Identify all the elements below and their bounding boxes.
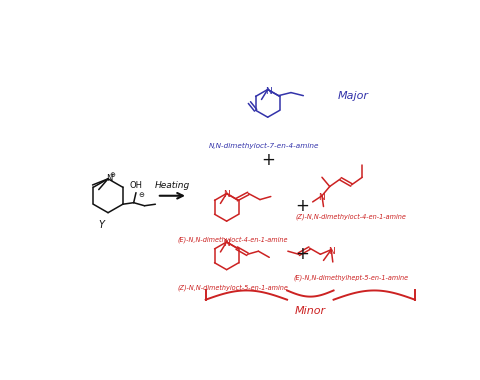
Text: +: + bbox=[296, 245, 310, 263]
Text: Heating: Heating bbox=[155, 181, 190, 190]
Text: Y: Y bbox=[99, 220, 105, 230]
Text: N: N bbox=[106, 174, 112, 183]
Text: (Z)-N,N-dimethyloct-4-en-1-amine: (Z)-N,N-dimethyloct-4-en-1-amine bbox=[295, 213, 406, 220]
Text: (E)-N,N-dimethyloct-4-en-1-amine: (E)-N,N-dimethyloct-4-en-1-amine bbox=[178, 236, 288, 243]
Text: N: N bbox=[265, 87, 272, 95]
Text: N: N bbox=[319, 193, 325, 202]
Text: +: + bbox=[261, 150, 275, 169]
Text: Major: Major bbox=[337, 91, 369, 101]
Text: OH: OH bbox=[130, 181, 143, 190]
Text: +: + bbox=[296, 197, 310, 215]
Text: Minor: Minor bbox=[295, 306, 326, 316]
Text: N: N bbox=[223, 239, 230, 248]
Text: N: N bbox=[223, 190, 230, 200]
Text: ⊖: ⊖ bbox=[138, 192, 144, 198]
Text: (Z)-N,N-dimethyloct-5-en-1-amine: (Z)-N,N-dimethyloct-5-en-1-amine bbox=[178, 285, 288, 291]
Text: (E)-N,N-dimethylhept-5-en-1-amine: (E)-N,N-dimethylhept-5-en-1-amine bbox=[293, 275, 408, 282]
Text: N,N-dimethyloct-7-en-4-amine: N,N-dimethyloct-7-en-4-amine bbox=[209, 142, 319, 149]
Text: N: N bbox=[328, 247, 335, 256]
Text: ⊕: ⊕ bbox=[110, 172, 116, 178]
